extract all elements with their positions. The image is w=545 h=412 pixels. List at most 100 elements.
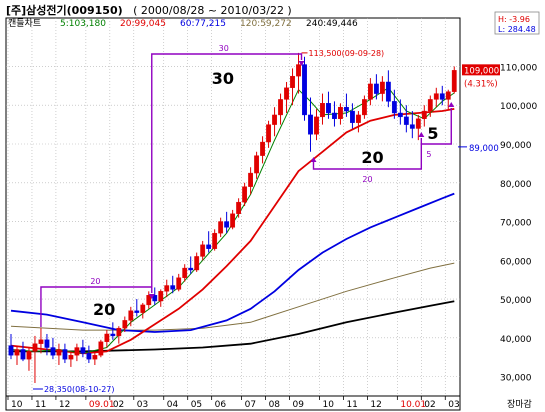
ma60-line <box>10 192 455 333</box>
candle-body <box>50 347 56 356</box>
period-a-count: 20 <box>93 300 115 319</box>
candle-body <box>182 267 188 278</box>
candle-body <box>230 213 236 228</box>
chart-header: [주]삼성전기(009150) ( 2000/08/28 ~ 2010/03/2… <box>6 2 292 18</box>
grid-lines <box>5 17 461 397</box>
annotations: 109,000 (4.31%) 89,000 113,500(09-09-28) 28,… <box>32 44 505 394</box>
candle-body <box>368 83 373 100</box>
x-tick-label: 12 <box>370 400 381 410</box>
candle-body <box>272 114 277 125</box>
period-c-arrow <box>310 157 317 162</box>
candle-body <box>433 93 439 100</box>
y-tick-label: 30,000 <box>500 374 532 384</box>
min-note: 28,350(08-10-27) <box>44 385 115 394</box>
candle-body <box>44 339 50 348</box>
y-tick-label: 60,000 <box>500 257 532 267</box>
y-tick-label: 50,000 <box>500 296 532 306</box>
period-b-bracket <box>151 53 303 287</box>
legend-entry: 5:103,180 <box>60 19 106 29</box>
x-tick-label: 07 <box>245 400 256 410</box>
y-tick-label: 70,000 <box>500 219 532 229</box>
period-b-label: 30 <box>219 44 229 53</box>
candle-body <box>170 285 176 290</box>
candle-body <box>206 244 212 249</box>
x-tick-label: 09 <box>293 400 305 410</box>
x-tick-label: 10 <box>322 400 334 410</box>
x-tick-label: 10 <box>11 400 23 410</box>
marker-price: 89,000 <box>469 144 499 154</box>
x-tick-label: 05 <box>191 400 202 410</box>
candle-body <box>296 64 301 77</box>
candle-body <box>242 186 248 203</box>
period-c-count: 20 <box>361 148 383 167</box>
candle-body <box>98 341 104 356</box>
x-tick-label: 09.01 <box>89 400 115 410</box>
legend-entry: 60:77,215 <box>180 19 226 29</box>
x-tick-label: 03 <box>448 400 459 410</box>
legend-entry: 캔들차트 <box>8 17 41 29</box>
candle-body <box>80 347 86 354</box>
candle-body <box>379 81 385 94</box>
candle-body <box>104 333 110 342</box>
candle-body <box>344 106 349 112</box>
candle-body <box>409 124 415 129</box>
x-tick-label: 08 <box>269 400 281 410</box>
candle-body <box>427 99 433 112</box>
candle-body <box>403 116 409 125</box>
marker-bg <box>467 141 505 153</box>
candle-body <box>248 172 253 187</box>
candle-body <box>8 345 14 356</box>
candle-body <box>445 91 451 100</box>
candle-body <box>326 103 331 114</box>
candle-body <box>62 349 68 360</box>
candle-body <box>146 295 152 306</box>
candle-body <box>278 99 283 116</box>
candle-body <box>194 256 200 271</box>
candle-body <box>26 351 32 360</box>
candle-body <box>314 116 319 135</box>
y-tick-label: 40,000 <box>500 335 532 345</box>
candle-body <box>176 277 182 290</box>
period-c-bracket <box>312 138 423 170</box>
y-tick-label: 110,000 <box>500 63 537 73</box>
high-text: H: -3.96 <box>498 15 530 24</box>
candles <box>8 52 457 384</box>
x-tick-label: 02 <box>113 400 124 410</box>
ma5-line <box>10 87 455 354</box>
period-c-label: 20 <box>362 175 372 184</box>
candle-body <box>86 353 92 360</box>
y-axis: 30,000 40,000 50,000 60,000 70,000 80,000 90,0… <box>500 63 537 383</box>
y-tick-label: 90,000 <box>500 141 532 151</box>
period-d-bracket <box>421 108 452 145</box>
candle-body <box>320 103 325 118</box>
candle-body <box>122 320 128 329</box>
current-price-tag <box>462 64 500 76</box>
candle-body <box>260 141 265 156</box>
legend-entry: 20:99,045 <box>120 19 166 29</box>
x-axis-band <box>5 395 461 411</box>
candle-body <box>134 310 140 313</box>
candle-body <box>397 112 403 118</box>
candle-body <box>164 285 170 292</box>
period-b-count: 30 <box>212 69 234 88</box>
candle-body <box>308 114 313 135</box>
y-tick-label: 100,000 <box>500 102 537 112</box>
candle-body <box>92 355 98 360</box>
candle-body <box>362 99 367 116</box>
candle-body <box>302 64 307 116</box>
period-a-bracket <box>40 286 153 327</box>
max-note: 113,500(09-09-28) <box>309 49 385 58</box>
candle-body <box>56 349 62 356</box>
candle-body <box>200 244 206 257</box>
candle-body <box>116 327 122 337</box>
x-tick-label: 04 <box>167 400 179 410</box>
candle-body <box>152 295 158 302</box>
candle-body <box>128 310 134 321</box>
hl-box-frame <box>494 11 540 35</box>
candle-body <box>74 347 80 356</box>
legend-entry: 240:49,446 <box>306 19 358 29</box>
candle-body <box>224 221 230 228</box>
